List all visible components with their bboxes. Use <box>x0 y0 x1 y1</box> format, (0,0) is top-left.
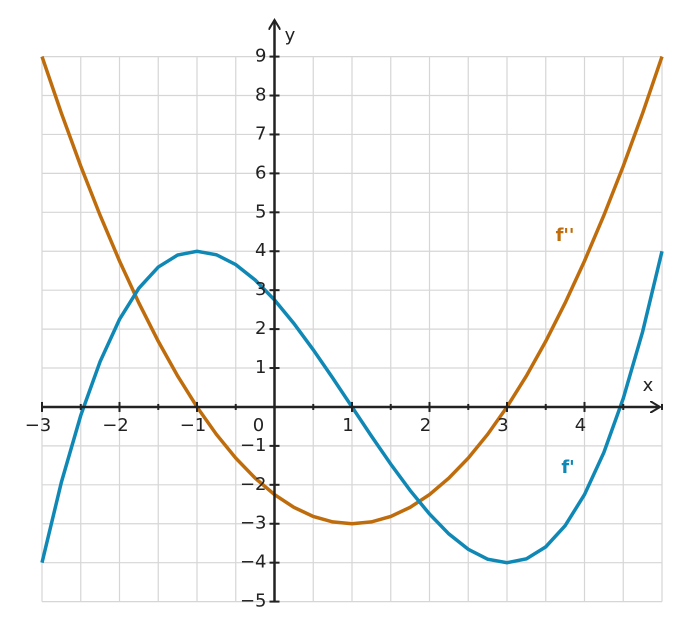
y-tick-label: −5 <box>240 591 267 612</box>
y-tick-label: −2 <box>240 474 267 495</box>
x-tick-label: 4 <box>575 415 586 436</box>
y-tick-label: 7 <box>255 123 266 144</box>
y-tick-label: 5 <box>255 201 266 222</box>
y-tick-label: 2 <box>255 318 266 339</box>
x-tick-label: −3 <box>25 415 52 436</box>
x-tick-label: 2 <box>420 415 431 436</box>
x-tick-label: 1 <box>342 415 353 436</box>
y-tick-label: −1 <box>240 435 267 456</box>
y-tick-label: −4 <box>240 552 267 573</box>
curve <box>40 56 664 526</box>
curve-label: f' <box>561 457 574 478</box>
y-tick-label: 8 <box>255 85 266 106</box>
x-tick-label: −2 <box>102 415 129 436</box>
y-tick-label: 6 <box>255 162 266 183</box>
x-axis-label: x <box>643 375 654 396</box>
y-tick-label: 9 <box>255 46 266 67</box>
x-tick-label: 0 <box>253 415 264 436</box>
x-tick-label: 3 <box>497 415 508 436</box>
y-tick-label: 4 <box>255 240 266 261</box>
y-axis-label: y <box>285 25 296 46</box>
y-tick-label: 3 <box>255 279 266 300</box>
y-tick-label: 1 <box>255 357 266 378</box>
y-tick-label: −3 <box>240 513 267 534</box>
curve-label: f'' <box>556 225 575 246</box>
x-tick-label: −1 <box>180 415 207 436</box>
